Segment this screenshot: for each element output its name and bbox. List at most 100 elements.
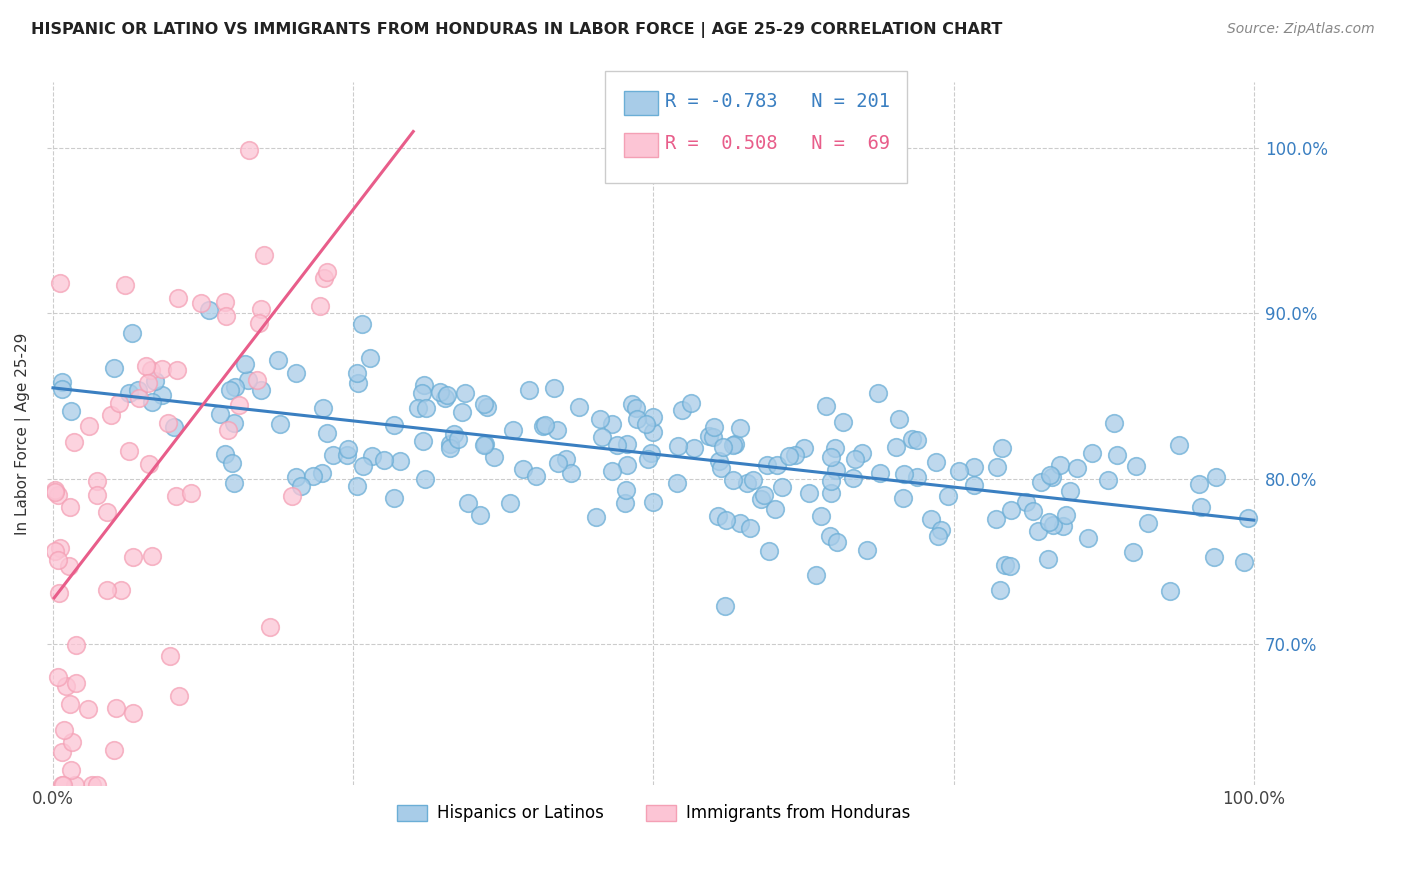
Point: [86, 778, 108, 792]
Point: [868, 385, 890, 400]
Point: [77, 419, 100, 434]
Point: [842, 471, 865, 485]
Point: [100, 408, 122, 422]
Point: [741, 473, 763, 487]
Point: [157, 416, 180, 430]
Point: [517, 383, 540, 397]
Point: [214, 294, 236, 309]
Point: [166, 362, 188, 376]
Point: [707, 508, 730, 523]
Point: [443, 427, 465, 442]
Point: [589, 411, 612, 425]
Point: [905, 470, 928, 484]
Point: [714, 513, 737, 527]
Point: [546, 423, 568, 437]
Point: [105, 701, 128, 715]
Point: [824, 441, 846, 455]
Point: [361, 450, 384, 464]
Point: [346, 366, 368, 380]
Point: [1042, 518, 1064, 533]
Point: [59, 500, 82, 514]
Point: [591, 430, 613, 444]
Point: [159, 648, 181, 663]
Point: [1036, 552, 1059, 566]
Point: [82, 778, 104, 792]
Point: [322, 448, 344, 462]
Point: [284, 366, 307, 380]
Point: [55, 679, 77, 693]
Point: [869, 467, 891, 481]
Point: [127, 383, 149, 397]
Point: [682, 442, 704, 456]
Point: [524, 468, 547, 483]
Point: [893, 467, 915, 482]
Point: [778, 450, 800, 464]
Point: [793, 441, 815, 455]
Point: [990, 583, 1012, 598]
Point: [121, 326, 143, 341]
Point: [65, 676, 87, 690]
Point: [118, 385, 141, 400]
Point: [936, 489, 959, 503]
Point: [703, 420, 725, 434]
Point: [214, 447, 236, 461]
Point: [259, 619, 281, 633]
Point: [454, 386, 477, 401]
Point: [336, 449, 359, 463]
Point: [224, 416, 246, 430]
Point: [986, 459, 1008, 474]
Point: [221, 457, 243, 471]
Point: [534, 418, 557, 433]
Point: [1014, 494, 1036, 508]
Point: [820, 486, 842, 500]
Point: [107, 396, 129, 410]
Point: [253, 248, 276, 262]
Point: [820, 450, 842, 464]
Point: [765, 458, 787, 472]
Point: [96, 506, 118, 520]
Point: [815, 399, 838, 413]
Point: [1054, 508, 1077, 522]
Point: [60, 735, 83, 749]
Point: [472, 397, 495, 411]
Point: [666, 439, 689, 453]
Point: [820, 475, 842, 489]
Point: [986, 511, 1008, 525]
Point: [1189, 500, 1212, 514]
Point: [44, 483, 66, 497]
Point: [86, 488, 108, 502]
Point: [901, 433, 924, 447]
Point: [49, 277, 72, 291]
Point: [165, 489, 187, 503]
Point: [315, 265, 337, 279]
Point: [626, 412, 648, 426]
Point: [412, 377, 434, 392]
Point: [671, 403, 693, 417]
Point: [141, 549, 163, 563]
Point: [714, 599, 737, 613]
Point: [1028, 524, 1050, 538]
Point: [44, 544, 66, 558]
Point: [51, 778, 73, 792]
Point: [1237, 510, 1260, 524]
Point: [139, 363, 162, 377]
Point: [217, 423, 239, 437]
Point: [249, 383, 271, 397]
Point: [411, 385, 433, 400]
Point: [446, 432, 468, 446]
Point: [810, 508, 832, 523]
Point: [585, 510, 607, 524]
Point: [600, 417, 623, 431]
Point: [180, 486, 202, 500]
Point: [697, 429, 720, 443]
Point: [162, 420, 184, 434]
Point: [616, 458, 638, 472]
Point: [531, 419, 554, 434]
Point: [602, 464, 624, 478]
Legend: Hispanics or Latinos, Immigrants from Honduras: Hispanics or Latinos, Immigrants from Ho…: [391, 797, 917, 830]
Point: [728, 516, 751, 530]
Point: [1137, 516, 1160, 530]
Point: [1066, 460, 1088, 475]
Point: [48, 541, 70, 555]
Point: [233, 358, 256, 372]
